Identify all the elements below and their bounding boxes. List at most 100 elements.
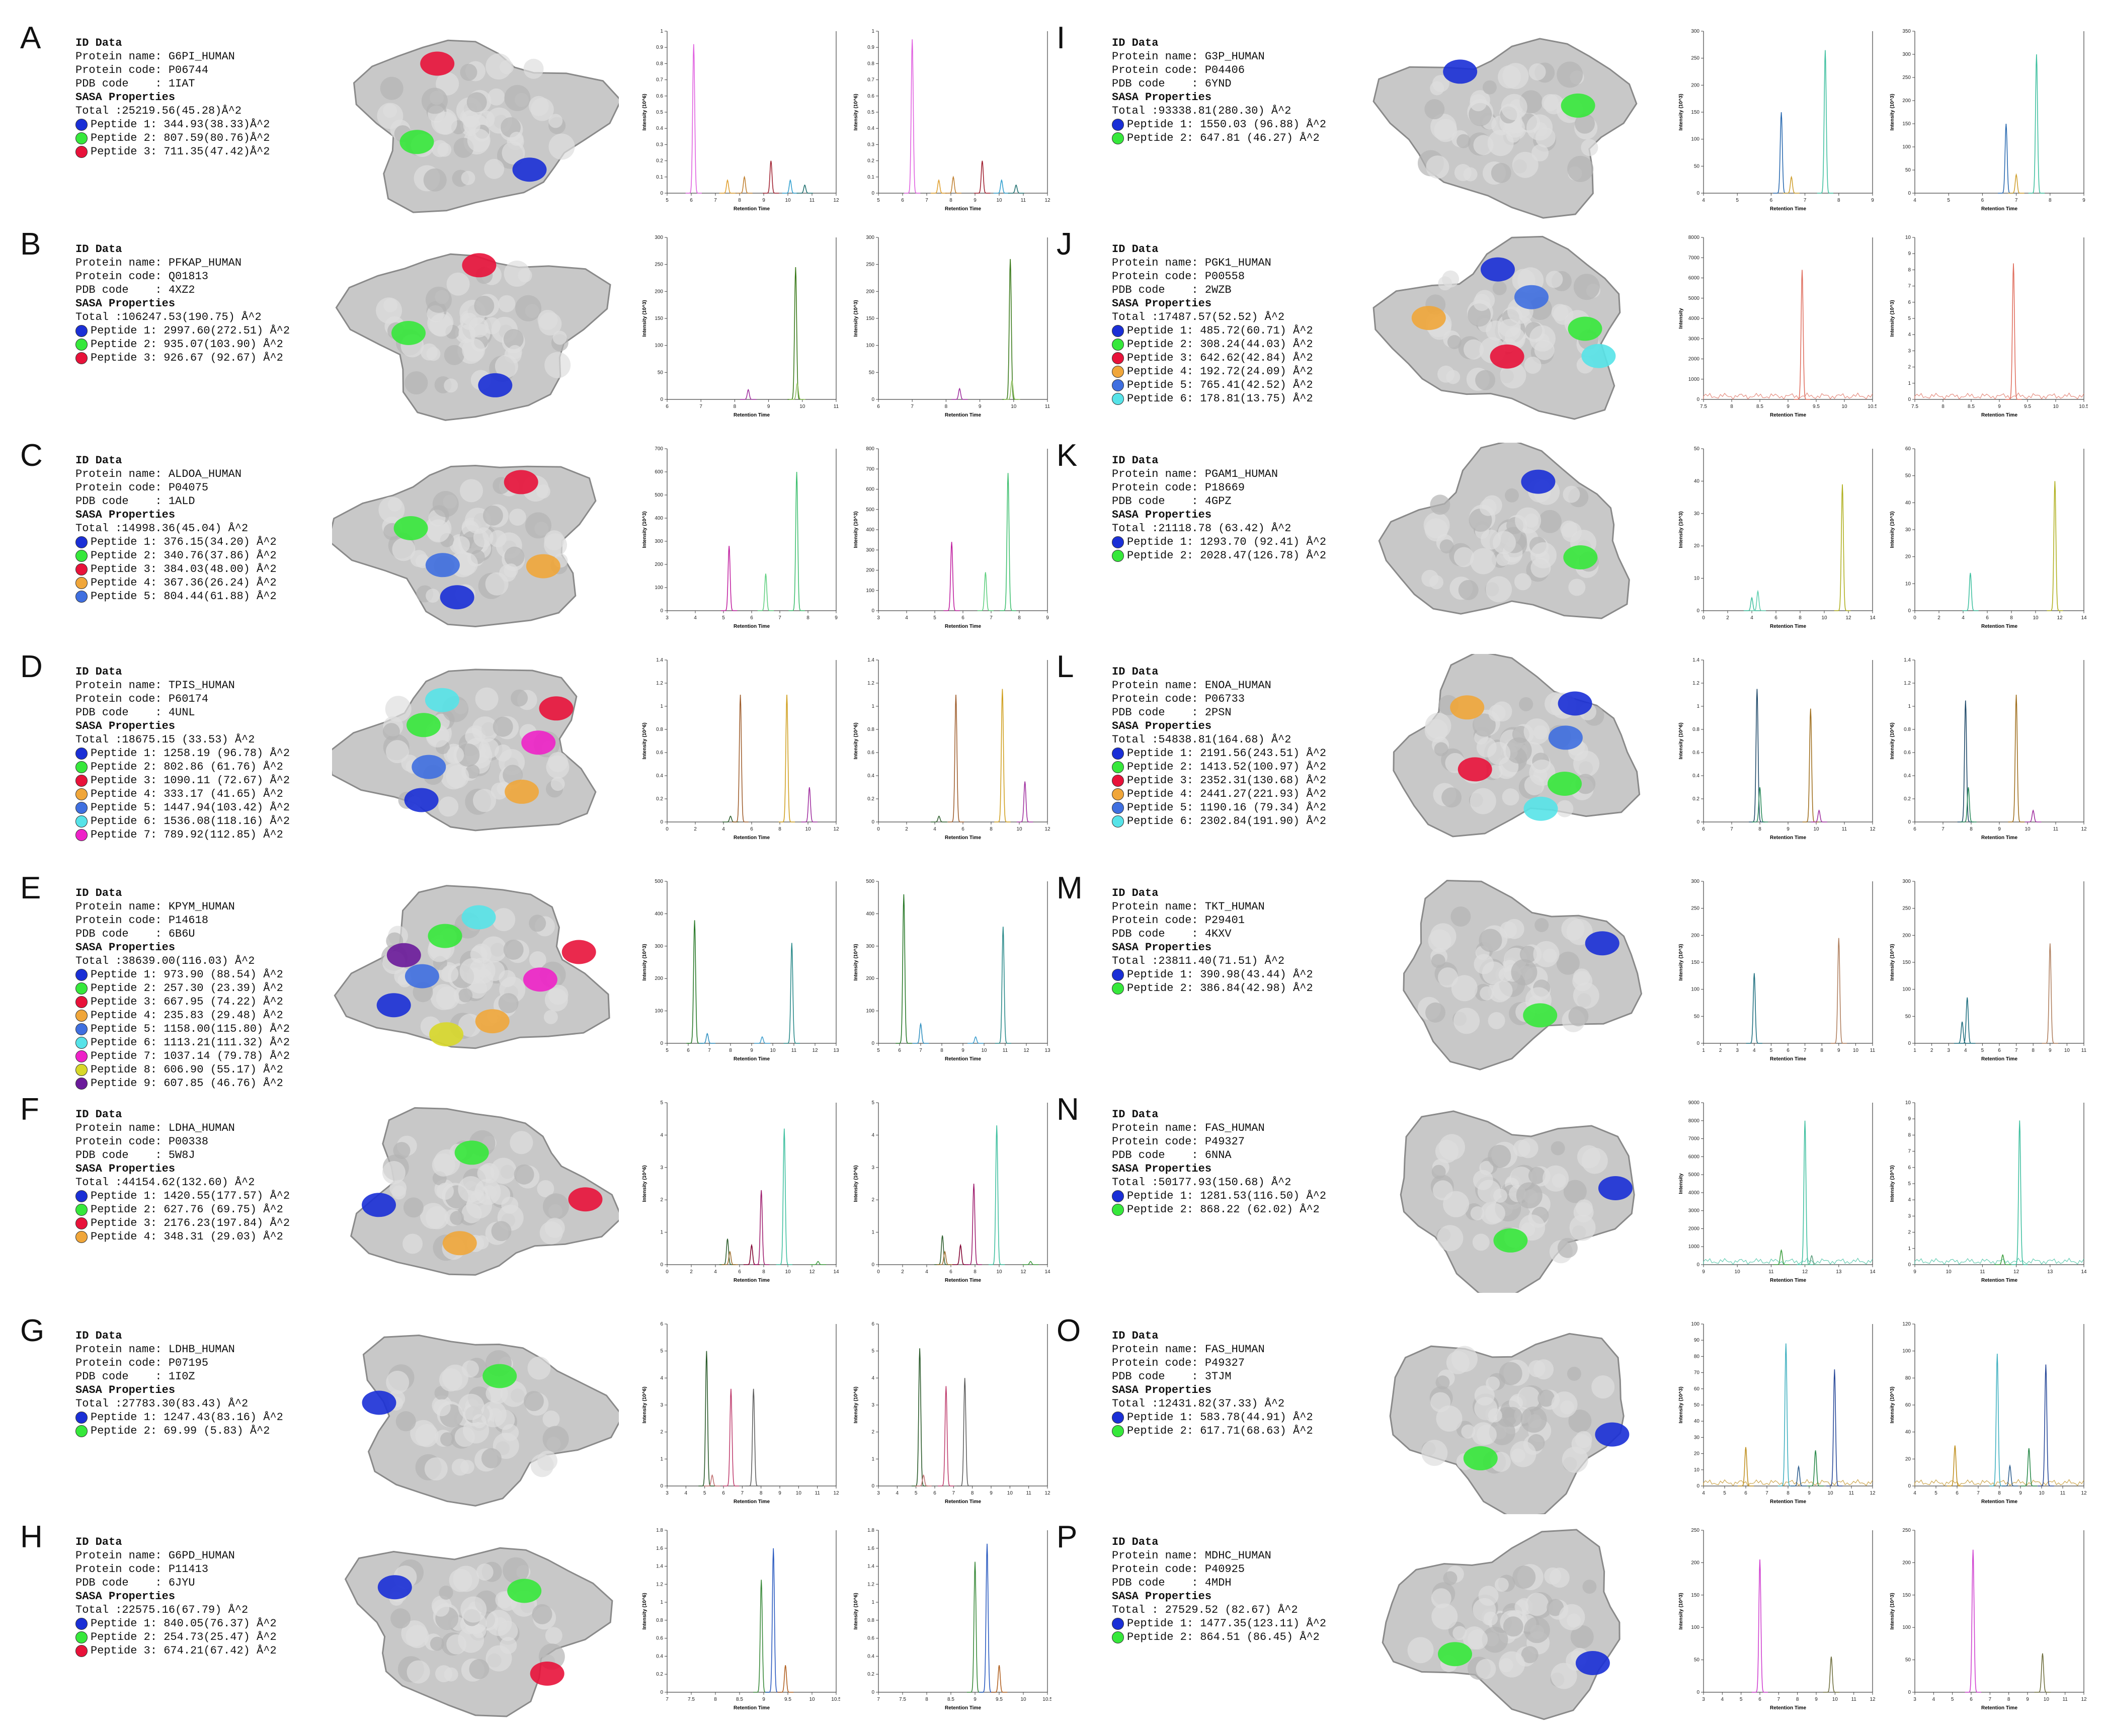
peptide-patch — [539, 696, 574, 721]
y-tick-label: 10 — [1694, 1467, 1700, 1473]
x-tick-label: 9 — [979, 404, 982, 409]
surface-texture — [1591, 1375, 1615, 1399]
panel-E: E ID Data Protein name: KPYM_HUMAN Protein … — [20, 870, 1067, 1090]
panel-O: O ID Data Protein name: FAS_HUMAN Protein c… — [1057, 1313, 2103, 1524]
info-line: SASA Properties — [75, 1384, 176, 1396]
surface-texture — [1476, 1659, 1496, 1679]
surface-texture — [1452, 1626, 1467, 1640]
chromatogram-peak — [1998, 123, 2014, 194]
surface-texture — [1524, 775, 1545, 795]
peptide-row: Peptide 4: 235.83 (29.48) Å^2 — [75, 1009, 290, 1022]
peptide-row: Peptide 8: 606.90 (55.17) Å^2 — [75, 1063, 290, 1077]
chromatogram-peak — [1797, 1120, 1813, 1265]
chromatogram-peak — [1004, 379, 1020, 400]
x-tick-label: 4 — [905, 615, 908, 621]
protein-surface-A — [353, 39, 622, 213]
info-line: SASA Properties — [75, 1590, 176, 1603]
chromatogram-17: 4 5 6 7 8 9 0 50 100 150 200 250 300 350 Retention Tim… — [1890, 29, 2085, 212]
chart-K-1: 0 2 4 6 8 10 12 14 0 10 20 30 40 50 Retention Time Inte… — [1675, 442, 1877, 638]
x-tick-label: 10.5 — [1868, 404, 1877, 409]
surface-texture — [1431, 1588, 1451, 1609]
y-tick-label: 0.4 — [656, 126, 663, 131]
surface-texture — [1534, 918, 1549, 932]
surface-texture — [524, 1391, 544, 1412]
surface-texture — [501, 1380, 527, 1407]
chromatogram-peak — [1737, 1447, 1754, 1486]
x-tick-label: 7 — [925, 198, 928, 203]
x-tick-label: 2 — [1930, 1048, 1933, 1053]
peptide-patch — [377, 1575, 412, 1600]
info-line: Total :27783.30(83.43) Å^2 — [75, 1397, 249, 1410]
sasa-info-block: ID Data Protein name: LDHB_HUMAN Protein c… — [75, 1329, 283, 1438]
surface-texture — [1512, 1565, 1536, 1589]
peptide-color-dot — [75, 338, 88, 351]
protein-surface-K — [1378, 439, 1630, 619]
x-tick-label: 3 — [1702, 1697, 1705, 1702]
surface-texture — [504, 261, 530, 287]
x-tick-label: 9 — [961, 1048, 964, 1053]
x-tick-label: 12 — [1802, 1269, 1808, 1275]
peptide-sasa: Peptide 2: 254.73(25.47) Å^2 — [91, 1631, 277, 1643]
surface-texture — [406, 1625, 429, 1648]
surface-texture — [544, 1217, 565, 1238]
y-tick-label: 250 — [866, 262, 874, 268]
peptide-sasa: Peptide 3: 667.95 (74.22) Å^2 — [91, 996, 283, 1008]
chromatogram-peak — [951, 387, 968, 400]
surface-texture — [544, 530, 564, 551]
chromatogram-9: 5 6 7 8 9 10 11 12 13 0 100 200 300 400 500 Retention T… — [853, 879, 1050, 1062]
y-tick-label: 0 — [660, 1690, 663, 1695]
y-tick-label: 400 — [866, 911, 874, 917]
x-tick-label: 9 — [762, 198, 765, 203]
y-tick-label: 0 — [660, 1483, 663, 1489]
surface-texture — [1575, 1199, 1593, 1217]
peptide-sasa: Peptide 5: 765.41(42.52) Å^2 — [1127, 379, 1313, 391]
protein-surface-P — [1382, 1529, 1621, 1720]
x-axis-label: Retention Time — [1981, 1705, 2017, 1711]
chart-D-1: 0 2 4 6 8 10 12 0 0.2 0.4 0.6 0.8 1 1.2 1.4 Retention T… — [639, 653, 840, 849]
surface-texture — [504, 546, 525, 567]
y-tick-label: 500 — [655, 879, 663, 884]
x-axis-label: Retention Time — [1770, 206, 1806, 212]
peptide-patch — [1595, 1422, 1630, 1447]
surface-texture — [1434, 119, 1458, 142]
x-tick-label: 8 — [1998, 1491, 2001, 1496]
info-line: PDB code : 6B6U — [75, 928, 195, 940]
surface-texture — [542, 1426, 569, 1452]
peptide-patch — [1481, 257, 1515, 282]
chromatogram-peak — [2038, 1364, 2054, 1486]
surface-texture — [1470, 548, 1497, 574]
y-tick-label: 0 — [871, 191, 874, 196]
y-tick-label: 200 — [866, 289, 874, 294]
y-tick-label: 50 — [1905, 1014, 1911, 1019]
peptide-color-dot — [75, 132, 88, 144]
surface-texture — [1511, 959, 1537, 985]
y-tick-label: 1.4 — [656, 657, 663, 663]
surface-texture — [1488, 1144, 1511, 1168]
surface-texture — [503, 329, 524, 350]
chromatogram-peak — [931, 815, 947, 822]
x-tick-label: 11 — [1768, 1269, 1774, 1275]
peptide-patch — [362, 1390, 396, 1415]
y-tick-label: 300 — [655, 944, 663, 949]
y-tick-label: 200 — [1691, 933, 1699, 938]
y-tick-label: 0 — [1908, 1041, 1911, 1046]
surface-texture — [1537, 1389, 1555, 1407]
info-line: SASA Properties — [1112, 1163, 1212, 1175]
x-tick-label: 14 — [2081, 1269, 2087, 1275]
peptide-sasa: Peptide 1: 1420.55(177.57) Å^2 — [91, 1190, 290, 1202]
y-tick-label: 0 — [1908, 1483, 1911, 1489]
peptide-color-dot — [75, 324, 88, 337]
info-line: SASA Properties — [1112, 720, 1212, 732]
surface-texture — [461, 171, 475, 185]
surface-texture — [1562, 1446, 1588, 1473]
peptide-row: Peptide 2: 935.07(103.90) Å^2 — [75, 338, 290, 351]
sasa-info-block: ID Data Protein name: G6PI_HUMAN Protein c… — [75, 36, 270, 158]
surface-texture — [1498, 319, 1521, 342]
y-tick-label: 50 — [1694, 163, 1700, 169]
surface-texture — [1437, 1225, 1464, 1252]
surface-texture — [1464, 339, 1484, 360]
y-tick-label: 1 — [660, 1230, 663, 1235]
peptide-row: Peptide 7: 1037.14 (79.78) Å^2 — [75, 1049, 290, 1063]
peptide-patch — [442, 1231, 477, 1256]
chart-N-2: 9 10 11 12 13 14 0 1 2 3 4 5 6 7 8 9 10 Retention Time Int… — [1887, 1096, 2088, 1292]
